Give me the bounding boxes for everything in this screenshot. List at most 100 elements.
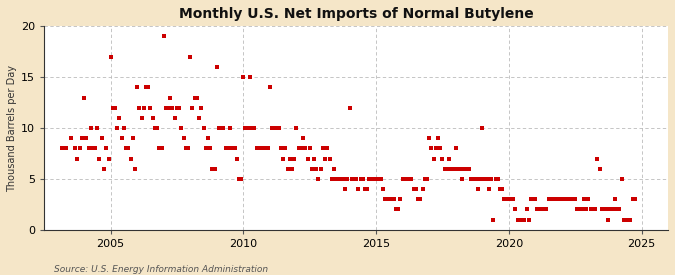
Point	[431, 146, 441, 151]
Point	[371, 177, 381, 181]
Point	[441, 167, 452, 171]
Point	[200, 146, 211, 151]
Point	[366, 177, 377, 181]
Point	[621, 218, 632, 222]
Point	[244, 75, 255, 79]
Point	[585, 207, 596, 212]
Point	[163, 106, 173, 110]
Point	[280, 146, 291, 151]
Point	[150, 126, 161, 130]
Point	[601, 207, 612, 212]
Point	[236, 177, 246, 181]
Point	[251, 146, 262, 151]
Point	[508, 197, 518, 202]
Point	[426, 146, 437, 151]
Point	[375, 177, 386, 181]
Point	[92, 126, 103, 130]
Point	[627, 197, 638, 202]
Point	[388, 197, 399, 202]
Point	[338, 177, 348, 181]
Point	[459, 167, 470, 171]
Point	[344, 106, 355, 110]
Point	[335, 177, 346, 181]
Point	[72, 156, 83, 161]
Point	[424, 136, 435, 141]
Point	[574, 207, 585, 212]
Point	[94, 156, 105, 161]
Point	[433, 136, 443, 141]
Point	[99, 167, 109, 171]
Point	[154, 146, 165, 151]
Point	[83, 146, 94, 151]
Point	[342, 177, 353, 181]
Point	[171, 106, 182, 110]
Point	[121, 146, 132, 151]
Point	[263, 146, 273, 151]
Point	[362, 187, 373, 191]
Point	[265, 85, 275, 90]
Point	[190, 95, 200, 100]
Point	[479, 177, 490, 181]
Point	[147, 116, 158, 120]
Point	[576, 207, 587, 212]
Point	[457, 177, 468, 181]
Point	[612, 207, 622, 212]
Point	[357, 177, 368, 181]
Point	[110, 106, 121, 110]
Point	[483, 187, 494, 191]
Point	[568, 197, 578, 202]
Point	[521, 207, 532, 212]
Point	[464, 167, 475, 171]
Point	[132, 85, 142, 90]
Point	[395, 197, 406, 202]
Point	[346, 177, 357, 181]
Point	[377, 187, 388, 191]
Point	[145, 106, 156, 110]
Point	[446, 167, 456, 171]
Point	[234, 177, 244, 181]
Point	[315, 167, 326, 171]
Point	[273, 126, 284, 130]
Point	[271, 126, 282, 130]
Point	[249, 126, 260, 130]
Point	[202, 136, 213, 141]
Point	[572, 207, 583, 212]
Point	[552, 197, 563, 202]
Point	[317, 146, 328, 151]
Point	[306, 167, 317, 171]
Point	[230, 146, 240, 151]
Point	[462, 167, 472, 171]
Point	[485, 177, 496, 181]
Point	[492, 177, 503, 181]
Point	[136, 116, 147, 120]
Point	[410, 187, 421, 191]
Point	[246, 126, 257, 130]
Point	[550, 197, 561, 202]
Point	[497, 187, 508, 191]
Point	[173, 106, 184, 110]
Point	[504, 197, 514, 202]
Point	[293, 146, 304, 151]
Point	[284, 156, 295, 161]
Point	[218, 126, 229, 130]
Point	[514, 218, 525, 222]
Point	[570, 197, 580, 202]
Point	[545, 197, 556, 202]
Point	[81, 136, 92, 141]
Point	[185, 55, 196, 59]
Point	[386, 197, 397, 202]
Point	[134, 106, 144, 110]
Point	[119, 126, 130, 130]
Point	[412, 197, 423, 202]
Point	[112, 126, 123, 130]
Point	[623, 218, 634, 222]
Point	[74, 146, 85, 151]
Point	[130, 167, 140, 171]
Point	[532, 207, 543, 212]
Point	[138, 106, 149, 110]
Point	[437, 156, 448, 161]
Point	[125, 156, 136, 161]
Point	[207, 167, 218, 171]
Point	[198, 126, 209, 130]
Point	[578, 197, 589, 202]
